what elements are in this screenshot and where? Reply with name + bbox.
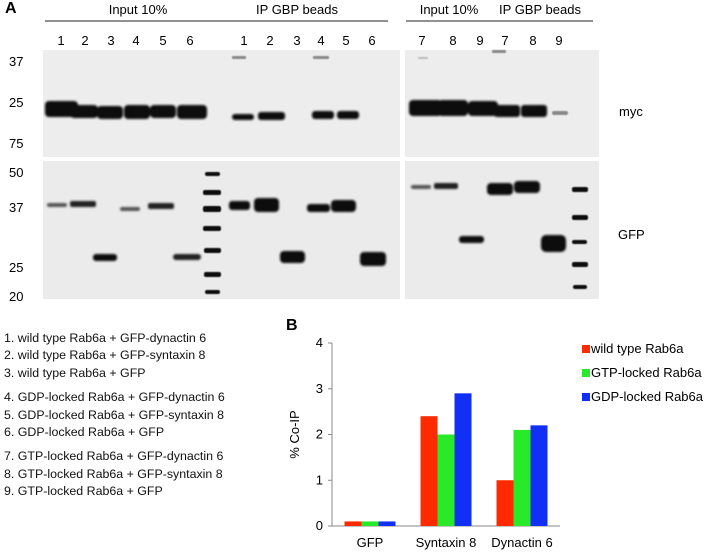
lane-number: 5 xyxy=(342,33,349,48)
lane-number: 7 xyxy=(418,33,425,48)
mw-top-75: 75 xyxy=(9,136,23,151)
lane-number: 8 xyxy=(529,33,536,48)
bar xyxy=(344,521,362,526)
legend-item: 2. wild type Rab6a + GFP-syntaxin 8 xyxy=(4,348,206,363)
lane-number: 2 xyxy=(266,33,273,48)
blot-label-myc: myc xyxy=(619,104,643,119)
bar xyxy=(513,429,531,526)
header-input-right: Input 10% xyxy=(420,2,479,17)
legend-group: 4. GDP-locked Rab6a + GFP-dynactin 6 5. … xyxy=(4,389,294,441)
mw-bottom-25: 25 xyxy=(9,260,23,275)
legend-group: 7. GTP-locked Rab6a + GFP-dynactin 6 8. … xyxy=(4,448,294,500)
legend-swatch xyxy=(582,369,590,377)
lane-numbers-left: 1 2 3 4 5 6 1 2 3 4 5 6 xyxy=(57,33,375,48)
legend-label: wild type Rab6a xyxy=(590,341,684,356)
co-ip-bar-chart: 0 1 2 3 4 % Co-IP GFP Syntaxin 8 Dynactin 6 wild … xyxy=(287,335,704,550)
bar xyxy=(378,521,396,526)
lane-number: 2 xyxy=(81,33,88,48)
mw-bottom-20: 20 xyxy=(9,289,23,304)
mw-bottom-50: 50 xyxy=(9,165,23,180)
x-tick-label: Dynactin 6 xyxy=(491,535,552,550)
blot-gfp-right xyxy=(405,161,599,299)
bar xyxy=(530,425,548,526)
legend-item: 6. GDP-locked Rab6a + GFP xyxy=(4,425,165,440)
mw-top-37: 37 xyxy=(9,54,23,69)
mw-bottom-37: 37 xyxy=(9,200,23,215)
blot-gfp-left xyxy=(43,161,400,299)
legend-item: 8. GTP-locked Rab6a + GFP-syntaxin 8 xyxy=(4,466,223,481)
marker-ladder-left xyxy=(203,172,221,294)
lane-number: 6 xyxy=(186,33,193,48)
lane-number: 3 xyxy=(293,33,300,48)
panel-b-label: B xyxy=(286,317,298,334)
y-tick-label: 3 xyxy=(316,381,323,396)
blot-label-gfp: GFP xyxy=(618,227,645,242)
lane-number: 6 xyxy=(368,33,375,48)
lane-number: 3 xyxy=(107,33,114,48)
bar xyxy=(454,393,472,526)
legend-item: 7. GTP-locked Rab6a + GFP-dynactin 6 xyxy=(4,449,224,464)
lane-number: 7 xyxy=(501,33,508,48)
legend-item: 3. wild type Rab6a + GFP xyxy=(4,365,146,380)
header-ip-right: IP GBP beads xyxy=(499,2,581,17)
bar xyxy=(420,416,438,526)
myc-bands xyxy=(45,100,547,120)
bar xyxy=(361,521,379,526)
bar xyxy=(496,480,514,526)
y-tick-label: 1 xyxy=(316,472,323,487)
lane-number: 9 xyxy=(555,33,562,48)
y-tick-label: 0 xyxy=(316,518,323,533)
lane-number: 8 xyxy=(449,33,456,48)
mw-top-25: 25 xyxy=(9,95,23,110)
panel-a-label: A xyxy=(5,0,17,17)
myc-faint-band-lane9 xyxy=(552,111,568,115)
lane-number: 4 xyxy=(132,33,139,48)
legend-item: 5. GDP-locked Rab6a + GFP-syntaxin 8 xyxy=(4,407,225,422)
condition-legend: 1. wild type Rab6a + GFP-dynactin 6 2. w… xyxy=(4,330,294,501)
lane-number: 1 xyxy=(57,33,64,48)
legend-label: GDP-locked Rab6a xyxy=(591,389,704,404)
x-tick-label: Syntaxin 8 xyxy=(416,535,477,550)
x-tick-label: GFP xyxy=(357,535,384,550)
y-tick-label: 4 xyxy=(316,335,323,350)
lane-number: 9 xyxy=(476,33,483,48)
bar xyxy=(437,434,455,526)
y-tick-label: 2 xyxy=(316,427,323,442)
marker-ladder-right xyxy=(572,187,588,289)
legend-label: GTP-locked Rab6a xyxy=(591,365,702,380)
legend-item: 4. GDP-locked Rab6a + GFP-dynactin 6 xyxy=(4,390,225,405)
legend-group: 1. wild type Rab6a + GFP-dynactin 6 2. w… xyxy=(4,330,294,382)
lane-numbers-right: 7 8 9 7 8 9 xyxy=(418,33,562,48)
legend-item: 1. wild type Rab6a + GFP-dynactin 6 xyxy=(4,331,207,345)
myc-faint-bands xyxy=(232,50,506,59)
lane-number: 1 xyxy=(240,33,247,48)
header-input-left: Input 10% xyxy=(109,2,168,17)
lane-number: 5 xyxy=(159,33,166,48)
y-axis-label: % Co-IP xyxy=(287,410,302,458)
blot-myc-left xyxy=(43,50,400,157)
legend-item: 9. GTP-locked Rab6a + GFP xyxy=(4,484,163,499)
lane-number: 4 xyxy=(317,33,324,48)
header-ip-left: IP GBP beads xyxy=(256,2,338,17)
legend-swatch xyxy=(582,345,590,353)
legend-swatch xyxy=(582,393,590,401)
gfp-bands xyxy=(47,181,566,266)
